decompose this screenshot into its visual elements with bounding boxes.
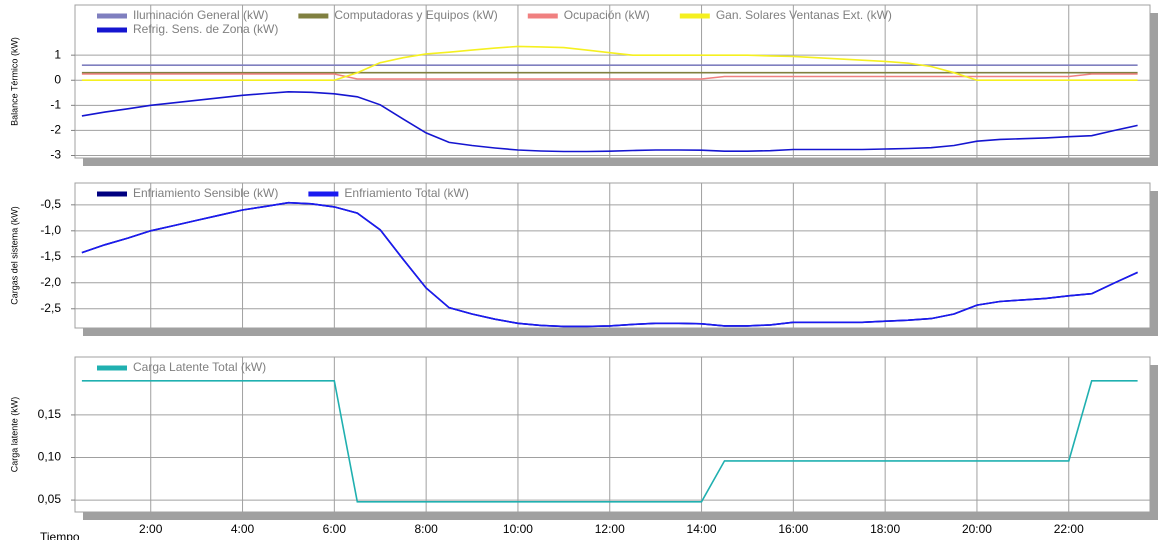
- y-tick-label: -0,5: [40, 197, 61, 211]
- y-axis-title: Cargas del sistema (kW): [9, 206, 19, 305]
- y-tick-label: 1: [54, 47, 61, 61]
- y-tick-label: 0,05: [38, 492, 62, 506]
- x-tick-label: 18:00: [870, 522, 900, 536]
- x-axis-title: Tiempo: [40, 530, 80, 540]
- x-tick-label: 16:00: [778, 522, 808, 536]
- x-tick-label: 2:00: [139, 522, 163, 536]
- y-tick-label: 0,10: [38, 450, 62, 464]
- y-axis-title: Balance Térmico (kW): [9, 37, 19, 126]
- y-tick-label: -2,5: [40, 301, 61, 315]
- y-tick-label: -1,0: [40, 223, 61, 237]
- legend-label: Refrig. Sens. de Zona (kW): [133, 22, 278, 36]
- series-line: [81, 380, 1138, 503]
- x-tick-label: 20:00: [962, 522, 992, 536]
- legend-label: Gan. Solares Ventanas Ext. (kW): [716, 8, 892, 22]
- plot-area: [74, 356, 1151, 513]
- legend-label: Ocupación (kW): [564, 8, 650, 22]
- y-tick-label: -3: [50, 148, 61, 162]
- series-line: [81, 73, 1138, 80]
- legend-label: Enfriamiento Total (kW): [344, 186, 468, 200]
- series-line: [81, 90, 1138, 153]
- x-tick-label: 10:00: [503, 522, 533, 536]
- x-tick-label: 14:00: [687, 522, 717, 536]
- series-line: [81, 201, 1138, 328]
- x-tick-label: 22:00: [1054, 522, 1084, 536]
- y-tick-label: 0,15: [38, 407, 62, 421]
- y-tick-label: -2: [50, 123, 61, 137]
- series-line: [81, 45, 1138, 81]
- x-tick-label: 6:00: [323, 522, 347, 536]
- legend-label: Computadoras y Equipos (kW): [334, 8, 497, 22]
- y-tick-label: -2,0: [40, 275, 61, 289]
- legend-label: Iluminación General (kW): [133, 8, 268, 22]
- x-tick-label: 4:00: [231, 522, 255, 536]
- x-tick-label: 12:00: [595, 522, 625, 536]
- y-tick-label: -1,5: [40, 249, 61, 263]
- plot-area: [74, 4, 1151, 159]
- y-tick-label: 0: [54, 72, 61, 86]
- legend-label: Carga Latente Total (kW): [133, 360, 266, 374]
- plot-area: [74, 182, 1151, 329]
- x-tick-label: 8:00: [414, 522, 438, 536]
- legend-label: Enfriamiento Sensible (kW): [133, 186, 278, 200]
- y-tick-label: -1: [50, 97, 61, 111]
- y-axis-title: Carga latente (kW): [9, 397, 19, 473]
